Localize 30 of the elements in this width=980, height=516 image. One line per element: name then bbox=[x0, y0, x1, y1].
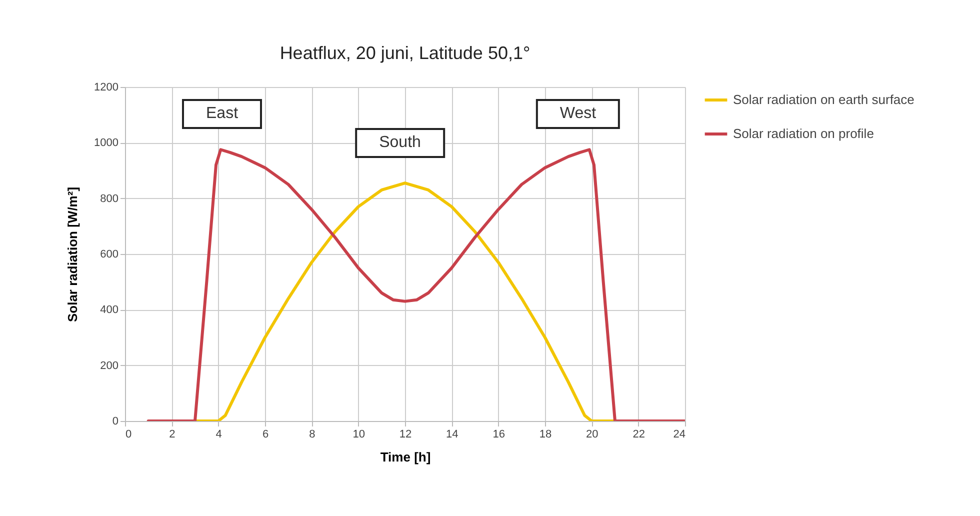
x-tick-label: 20 bbox=[586, 428, 598, 440]
annotation: South bbox=[355, 128, 445, 158]
y-tick-label: 0 bbox=[112, 416, 118, 428]
x-tick-label: 6 bbox=[262, 428, 269, 440]
x-tick-label: 18 bbox=[539, 428, 552, 440]
x-tick-label: 16 bbox=[492, 428, 505, 440]
y-tick-label: 800 bbox=[100, 192, 118, 205]
line-series bbox=[146, 148, 685, 421]
x-tick-label: 10 bbox=[352, 428, 365, 440]
y-tick-label: 1000 bbox=[94, 137, 118, 150]
annotation: West bbox=[536, 99, 620, 129]
x-tick-label: 2 bbox=[169, 428, 176, 440]
line-series bbox=[194, 182, 616, 421]
x-tick-label: 8 bbox=[309, 428, 316, 440]
y-axis-title: Solar radiation [W/m²] bbox=[65, 186, 80, 322]
legend-label: Solar radiation on profile bbox=[733, 126, 874, 141]
legend-label: Solar radiation on earth surface bbox=[733, 92, 914, 107]
chart-title: Heatflux, 20 juni, Latitude 50,1° bbox=[280, 43, 530, 63]
x-tick-label: 0 bbox=[126, 428, 132, 440]
y-tick-label: 400 bbox=[100, 304, 118, 316]
annotation: East bbox=[182, 99, 262, 129]
x-axis-title: Time [h] bbox=[380, 450, 431, 464]
y-tick-label: 600 bbox=[100, 248, 118, 260]
y-tick-label: 1200 bbox=[94, 82, 118, 94]
x-tick-label: 22 bbox=[632, 428, 645, 440]
x-tick-label: 12 bbox=[399, 428, 412, 440]
x-tick-label: 24 bbox=[673, 428, 686, 440]
x-tick-label: 4 bbox=[216, 428, 222, 440]
y-tick-label: 200 bbox=[100, 360, 118, 372]
x-tick-label: 14 bbox=[446, 428, 458, 440]
